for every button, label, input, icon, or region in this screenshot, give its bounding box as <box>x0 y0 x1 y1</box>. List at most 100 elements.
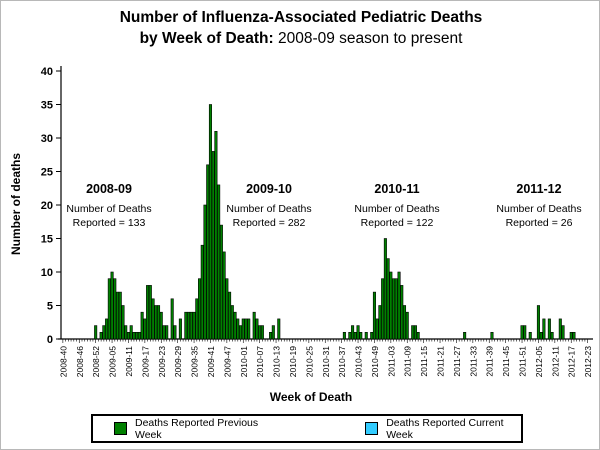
bar-2010-50 <box>375 318 379 340</box>
x-tick-label: 2010-07 <box>255 346 265 377</box>
bar-2010-05 <box>252 311 256 340</box>
bar-2012-10 <box>550 331 554 340</box>
bar-2009-07 <box>116 291 120 340</box>
season-name: 2009-10 <box>246 182 292 196</box>
y-tick-label: 40 <box>41 66 53 78</box>
bar-2009-27 <box>170 298 174 340</box>
bar-2011-03 <box>389 271 393 340</box>
bar-2009-14 <box>135 331 139 340</box>
x-tick-label: 2009-23 <box>157 346 167 377</box>
bar-2012-09 <box>547 318 551 340</box>
y-tick-label: 0 <box>47 334 53 346</box>
bar-2011-09 <box>405 311 409 340</box>
bar-2009-43 <box>214 131 218 340</box>
bar-2012-02 <box>528 331 532 340</box>
legend-swatch-cyan <box>365 422 379 435</box>
bar-2012-18 <box>572 331 576 340</box>
bar-2011-06 <box>397 271 401 340</box>
bar-2010-11 <box>269 331 273 340</box>
bar-2009-20 <box>151 298 155 340</box>
x-tick-label: 2011-51 <box>518 346 528 377</box>
bar-2011-13 <box>416 331 420 340</box>
bar-2009-36 <box>195 298 199 340</box>
x-tick-label: 2009-29 <box>173 346 183 377</box>
chart-title-line2: by Week of Death: 2008-09 season to pres… <box>139 30 463 47</box>
bar-2009-18 <box>146 285 150 340</box>
x-axis-title: Week of Death <box>269 390 353 404</box>
season-annotation-2010-11: 2010-11 Number of Deaths Reported = 122 <box>322 182 472 230</box>
y-tick-label: 30 <box>41 133 53 145</box>
season-name: 2010-11 <box>374 182 420 196</box>
x-tick-label: 2009-05 <box>108 346 118 377</box>
x-tick-label: 2008-40 <box>58 346 68 377</box>
x-tick-label: 2011-09 <box>403 346 413 377</box>
bar-2009-15 <box>137 331 141 340</box>
bar-2009-34 <box>189 311 193 340</box>
season-annotation-2011-12: 2011-12 Number of Deaths Reported = 26 <box>464 182 599 230</box>
x-tick-label: 2011-45 <box>501 346 511 377</box>
bar-2009-30 <box>178 318 182 340</box>
x-tick-label: 2011-39 <box>485 346 495 377</box>
bar-2011-30 <box>463 331 467 340</box>
bar-2009-42 <box>211 151 215 340</box>
bar-2012-17 <box>569 331 573 340</box>
bar-2012-14 <box>561 325 565 340</box>
bar-2010-49 <box>372 291 376 340</box>
y-tick-label: 15 <box>41 234 53 246</box>
x-tick-label: 2011-21 <box>436 346 446 377</box>
x-tick-label: 2012-11 <box>550 346 560 377</box>
bar-2011-04 <box>392 278 396 340</box>
bar-2011-52 <box>523 325 527 340</box>
bar-2010-48 <box>370 331 374 340</box>
legend-item-previous-week: Deaths Reported Previous Week <box>114 417 275 441</box>
season-annotation-2009-10: 2009-10 Number of Deaths Reported = 282 <box>194 182 344 230</box>
bar-2010-12 <box>271 325 275 340</box>
y-tick-label: 5 <box>47 301 53 313</box>
y-tick-label: 25 <box>41 167 53 179</box>
bar-2009-02 <box>102 325 106 340</box>
x-tick-label: 2012-17 <box>567 346 577 377</box>
x-tick-label: 2011-03 <box>386 346 396 377</box>
season-name: 2011-12 <box>516 182 562 196</box>
bar-2011-05 <box>394 278 398 340</box>
bar-2009-12 <box>129 325 133 340</box>
bar-2010-38 <box>342 331 346 340</box>
legend-label: Deaths Reported Previous Week <box>135 416 259 441</box>
bar-2009-21 <box>154 305 158 340</box>
bar-2011-51 <box>520 325 524 340</box>
bar-2009-19 <box>148 285 152 340</box>
legend-box: Deaths Reported Previous Week Deaths Rep… <box>91 414 523 443</box>
x-tick-label: 2009-17 <box>140 346 150 377</box>
season-name: 2008-09 <box>86 182 132 196</box>
bar-2010-41 <box>351 325 355 340</box>
bar-2010-07 <box>258 325 262 340</box>
bar-2009-49 <box>230 305 234 340</box>
bar-2009-09 <box>121 305 125 340</box>
bar-2012-13 <box>558 318 562 340</box>
x-tick-label: 2009-35 <box>190 346 200 377</box>
x-tick-label: 2011-15 <box>419 346 429 377</box>
bar-2009-28 <box>173 325 177 340</box>
bar-2009-48 <box>228 291 232 340</box>
bar-2011-01 <box>383 238 387 340</box>
y-tick-label: 20 <box>41 200 53 212</box>
bar-2009-40 <box>206 164 210 340</box>
bar-2010-01 <box>241 318 245 340</box>
bar-2009-47 <box>225 278 229 340</box>
bar-2010-02 <box>244 318 248 340</box>
bar-2009-13 <box>132 331 136 340</box>
bar-2009-10 <box>124 325 128 340</box>
bar-2010-08 <box>260 325 264 340</box>
bar-2009-11 <box>126 331 130 340</box>
x-tick-label: 2010-43 <box>354 346 364 377</box>
bar-2010-42 <box>353 331 357 340</box>
bar-2011-08 <box>402 305 407 340</box>
x-tick-label: 2008-52 <box>91 346 101 377</box>
chart-title: Number of Influenza-Associated Pediatric… <box>11 7 591 49</box>
bar-2012-06 <box>539 331 543 340</box>
y-tick-label: 10 <box>41 267 53 279</box>
x-tick-label: 2010-01 <box>239 346 249 377</box>
bar-2010-14 <box>277 318 281 340</box>
